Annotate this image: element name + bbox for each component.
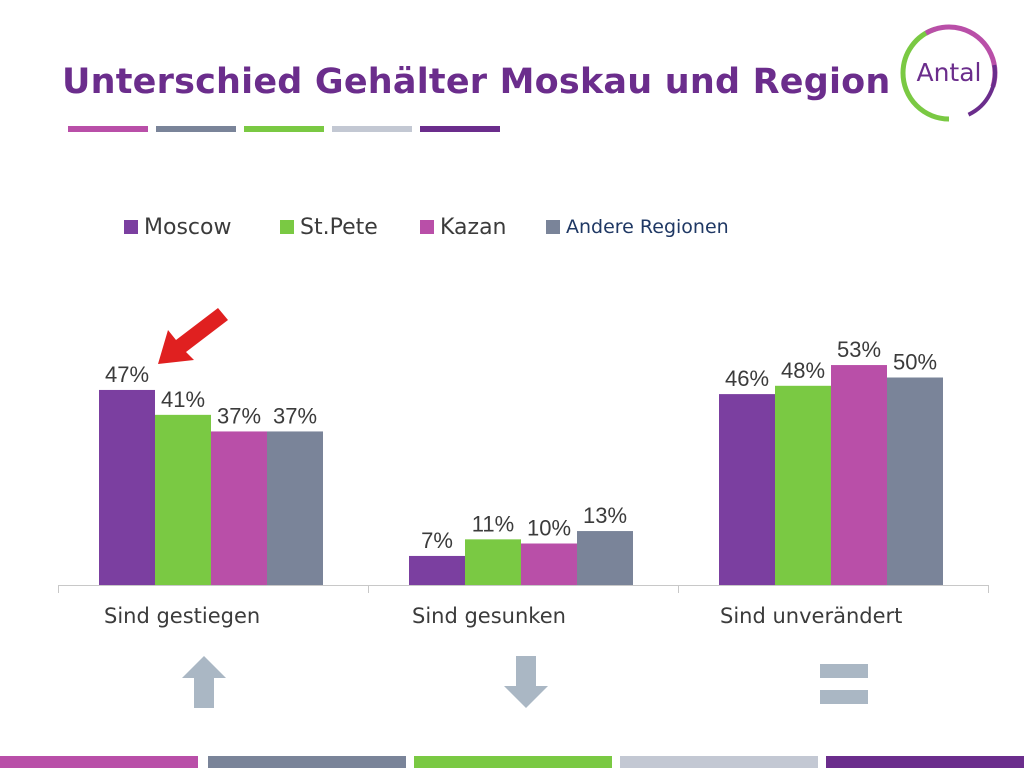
category-label-unveraendert: Sind unverändert (720, 604, 903, 628)
legend-swatch (546, 220, 560, 234)
bar-kazan-0 (211, 431, 267, 585)
legend-label: Andere Regionen (566, 216, 729, 238)
antal-logo: Antal (900, 24, 998, 122)
legend-item-moscow: Moscow (124, 212, 231, 242)
bar-kazan-1 (521, 543, 577, 585)
bar-andere-regionen-0 (267, 431, 323, 585)
red-pointer-arrow (158, 308, 228, 364)
data-label: 10% (527, 516, 571, 541)
footer-decoration-bars (0, 756, 1024, 768)
data-label: 50% (893, 350, 937, 375)
legend-label: Kazan (440, 214, 507, 240)
bar-moscow-0 (99, 389, 155, 585)
legend-swatch (420, 220, 434, 234)
page-title: Unterschied Gehälter Moskau und Region (62, 62, 891, 102)
bar-st-pete-0 (155, 414, 211, 585)
legend-item-andere: Andere Regionen (546, 212, 729, 242)
chart-legend: Moscow St.Pete Kazan Andere Regionen (124, 212, 824, 242)
arrow-up-icon (182, 656, 226, 708)
legend-item-kazan: Kazan (420, 212, 507, 242)
category-label-gesunken: Sind gesunken (412, 604, 566, 628)
legend-swatch (124, 220, 138, 234)
data-label: 37% (217, 403, 261, 428)
legend-label: Moscow (144, 214, 232, 240)
bar-andere-regionen-1 (577, 531, 633, 585)
bar-st-pete-2 (775, 385, 831, 585)
data-label: 53% (837, 337, 881, 362)
data-label: 37% (273, 403, 317, 428)
equals-icon (820, 664, 868, 704)
bar-st-pete-1 (465, 539, 521, 585)
arrow-down-icon (504, 656, 548, 708)
bar-kazan-2 (831, 365, 887, 585)
data-label: 47% (105, 362, 149, 387)
bar-andere-regionen-2 (887, 377, 943, 585)
legend-item-stpete: St.Pete (280, 212, 378, 242)
data-label: 7% (421, 528, 453, 553)
data-label: 41% (161, 387, 205, 412)
data-label: 46% (725, 366, 769, 391)
category-label-gestiegen: Sind gestiegen (104, 604, 261, 628)
bar-moscow-2 (719, 394, 775, 585)
bar-moscow-1 (409, 555, 465, 585)
legend-swatch (280, 220, 294, 234)
data-label: 48% (781, 358, 825, 383)
data-label: 13% (583, 503, 627, 528)
logo-text: Antal (916, 58, 981, 87)
data-label: 11% (472, 511, 514, 536)
title-decoration-bars (68, 126, 508, 132)
legend-label: St.Pete (300, 214, 378, 240)
bar-chart: 47% 7% 46% 41% 11% 48% 37% 10% 53% 37% 13% 50% (58, 337, 989, 593)
